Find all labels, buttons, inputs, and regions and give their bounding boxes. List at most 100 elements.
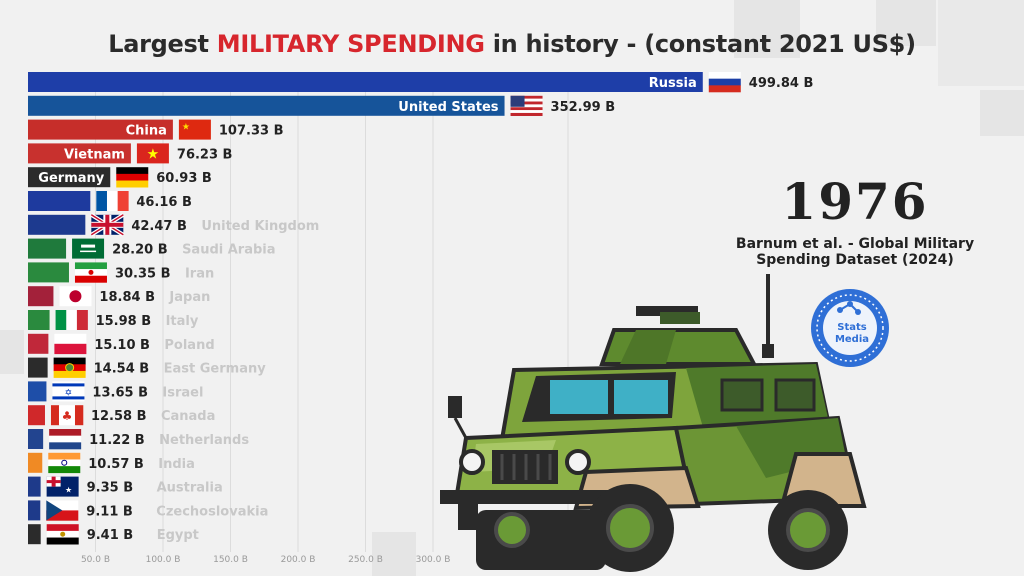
flag-part	[53, 357, 86, 365]
x-tick-label: 250.0 B	[348, 555, 383, 565]
logo-line-2: Media	[835, 334, 869, 345]
network-node-icon	[837, 301, 861, 315]
flag-part	[46, 500, 79, 511]
flag-part	[116, 180, 149, 188]
chart-title: Largest MILITARY SPENDING in history - (…	[0, 30, 1024, 58]
flag-leaf: ♣	[62, 409, 73, 423]
flag-star: ★	[65, 486, 72, 495]
background-square	[938, 0, 1024, 86]
bar-value-label: 15.98 B	[96, 314, 152, 329]
bar-row: ★ 9.35 B Australia	[28, 476, 223, 497]
flag-part	[510, 112, 543, 116]
x-tick-label: 150.0 B	[213, 555, 248, 565]
bar-row: 46.16 B	[28, 191, 192, 211]
flag-emblem	[88, 269, 94, 275]
flag-part	[74, 405, 84, 426]
bar-row: 18.84 B Japan	[28, 286, 210, 307]
background-square	[876, 0, 936, 46]
bar-country-label: United Kingdom	[201, 219, 319, 234]
bar-row: ✡ 13.65 B Israel	[28, 381, 203, 402]
logo-line-1: Stats	[837, 322, 867, 333]
flag-part	[510, 101, 543, 105]
bar	[28, 167, 111, 188]
background-square	[980, 90, 1024, 136]
flag-part	[49, 435, 82, 443]
flag-part	[50, 405, 60, 426]
flag-part	[178, 119, 211, 140]
flag-part	[80, 250, 97, 253]
flag-star: ★	[147, 146, 160, 162]
bar-value-label: 499.84 B	[749, 76, 814, 91]
bar-row: Vietnam ★ 76.23 B	[28, 143, 233, 164]
background-square	[0, 330, 24, 374]
bar	[28, 238, 67, 259]
bar-country-label: Vietnam	[64, 147, 125, 162]
bar-country-label: Poland	[164, 338, 214, 353]
bar-row: Russia 499.84 B	[28, 72, 814, 93]
bar	[28, 119, 173, 140]
x-tick-label: 50.0 B	[81, 555, 110, 565]
bar-value-label: 10.57 B	[88, 457, 144, 472]
bar-row: 30.35 B Iran	[28, 262, 214, 283]
bar	[28, 95, 505, 116]
flag-part	[46, 524, 79, 532]
bar-country-label: Canada	[161, 409, 215, 424]
bar-country-label: Italy	[166, 314, 199, 329]
bar-value-label: 11.22 B	[89, 433, 145, 448]
bar-value-label: 9.41 B	[87, 528, 134, 543]
bar	[28, 381, 47, 402]
x-tick-label: 300.0 B	[416, 555, 451, 565]
title-prefix: Largest	[108, 30, 209, 58]
flag-part	[708, 78, 741, 86]
bar	[28, 191, 91, 211]
flag-part	[58, 405, 68, 426]
flag-part	[510, 110, 543, 114]
flag-part	[48, 452, 81, 460]
bar-row: ♣ 12.58 B Canada	[28, 405, 215, 426]
bar-country-label: Czechoslovakia	[156, 504, 268, 519]
bar-row: 42.47 B United Kingdom	[28, 213, 319, 237]
flag-part	[53, 370, 86, 378]
bar	[28, 500, 41, 521]
bar-value-label: 76.23 B	[177, 147, 233, 162]
flag-emblem	[65, 363, 75, 373]
bar-value-label: 9.35 B	[87, 481, 134, 496]
background-square	[734, 0, 800, 58]
bar-country-label: Netherlands	[159, 433, 249, 448]
bar-country-label: Israel	[162, 385, 203, 400]
bar-country-label: Japan	[168, 290, 210, 305]
flag-part	[708, 85, 741, 93]
bar	[28, 143, 131, 164]
x-tick-label: 100.0 B	[146, 555, 181, 565]
flag-part	[52, 383, 85, 387]
bar-value-label: 9.11 B	[86, 504, 133, 519]
flag-part	[74, 275, 107, 283]
year-label: 1976	[781, 172, 929, 231]
bar-row: 14.54 B East Germany	[28, 357, 266, 378]
bar-row: 9.41 B Egypt	[28, 524, 199, 545]
bar-value-label: 14.54 B	[94, 362, 150, 377]
flag-part	[510, 98, 543, 102]
bar-row: Germany 60.93 B	[28, 167, 212, 188]
flag-part	[52, 396, 85, 400]
flag-part	[708, 72, 741, 79]
flag-part	[96, 191, 108, 211]
bar-country-label: Germany	[38, 171, 104, 186]
flag-part	[510, 95, 525, 107]
flag-part	[46, 510, 79, 521]
bar-value-label: 15.10 B	[94, 338, 150, 353]
flag-part	[54, 343, 87, 355]
bar	[28, 476, 41, 497]
flag-part	[117, 191, 129, 211]
background-square	[372, 532, 416, 576]
flag-part	[66, 405, 76, 426]
bar-value-label: 18.84 B	[99, 290, 155, 305]
flag-part	[76, 310, 88, 330]
bar	[28, 286, 54, 307]
bar-country-label: Egypt	[157, 528, 199, 543]
flag-part	[91, 222, 124, 227]
bar-row: 10.57 B India	[28, 452, 195, 474]
flag-part	[72, 238, 105, 259]
stats-media-logo: Stats Media	[811, 289, 889, 367]
bar-value-label: 30.35 B	[115, 266, 171, 281]
